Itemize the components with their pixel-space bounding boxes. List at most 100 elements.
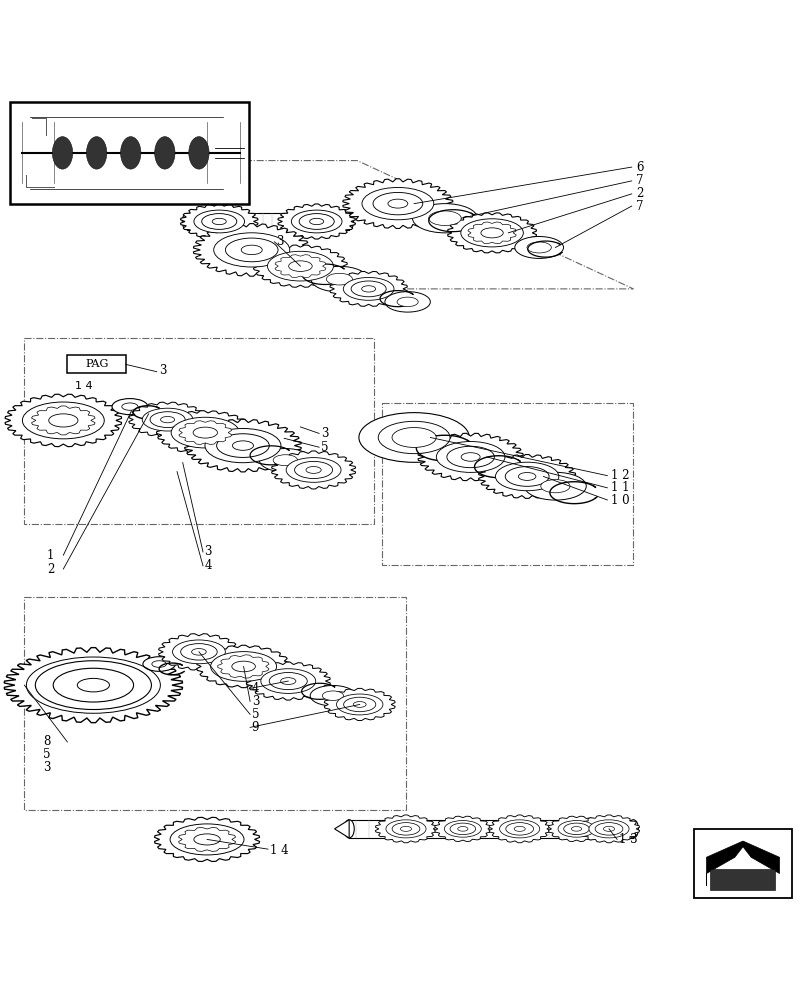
Ellipse shape: [388, 199, 407, 208]
Polygon shape: [324, 688, 395, 721]
Polygon shape: [196, 645, 290, 688]
Ellipse shape: [563, 823, 589, 835]
Ellipse shape: [603, 826, 614, 831]
Ellipse shape: [210, 652, 277, 681]
Text: 7: 7: [635, 174, 642, 187]
Ellipse shape: [326, 273, 352, 285]
Ellipse shape: [294, 461, 333, 479]
Text: 2: 2: [635, 187, 642, 200]
Ellipse shape: [193, 427, 217, 438]
Polygon shape: [158, 634, 239, 670]
Ellipse shape: [344, 820, 354, 838]
Polygon shape: [349, 820, 633, 838]
Text: 6: 6: [635, 161, 642, 174]
Polygon shape: [342, 179, 453, 228]
Ellipse shape: [23, 402, 104, 439]
Ellipse shape: [152, 661, 166, 667]
Ellipse shape: [412, 204, 477, 233]
Ellipse shape: [180, 644, 217, 660]
Ellipse shape: [513, 826, 525, 831]
Text: 1 0: 1 0: [610, 493, 629, 506]
Polygon shape: [184, 419, 301, 472]
Text: 5: 5: [251, 708, 259, 721]
Ellipse shape: [120, 137, 140, 169]
Ellipse shape: [505, 823, 533, 835]
Ellipse shape: [204, 428, 281, 463]
Ellipse shape: [54, 668, 133, 702]
Ellipse shape: [241, 245, 262, 255]
Polygon shape: [418, 433, 522, 481]
Ellipse shape: [212, 218, 226, 225]
Ellipse shape: [461, 453, 479, 461]
Polygon shape: [710, 869, 775, 890]
Text: 2: 2: [47, 563, 54, 576]
Text: PAG: PAG: [85, 359, 108, 369]
Ellipse shape: [112, 399, 148, 415]
Text: 1 4: 1 4: [269, 844, 288, 857]
Ellipse shape: [36, 661, 152, 710]
Polygon shape: [434, 816, 491, 842]
Polygon shape: [154, 817, 260, 861]
Text: 4: 4: [204, 559, 212, 572]
Ellipse shape: [191, 649, 206, 655]
Ellipse shape: [298, 214, 334, 229]
Bar: [10, 102, 249, 204]
Ellipse shape: [571, 827, 581, 831]
Ellipse shape: [182, 213, 191, 230]
Polygon shape: [277, 204, 355, 239]
Text: 4: 4: [251, 682, 259, 695]
Ellipse shape: [350, 281, 386, 297]
Ellipse shape: [540, 480, 569, 493]
Ellipse shape: [446, 446, 494, 468]
Polygon shape: [180, 204, 258, 239]
Ellipse shape: [171, 417, 239, 448]
Polygon shape: [271, 451, 355, 489]
Ellipse shape: [457, 827, 467, 831]
Ellipse shape: [291, 210, 341, 233]
Ellipse shape: [172, 640, 225, 664]
Ellipse shape: [384, 292, 430, 312]
Polygon shape: [217, 655, 268, 678]
Ellipse shape: [260, 669, 315, 693]
Polygon shape: [193, 224, 310, 276]
Ellipse shape: [400, 826, 411, 831]
Polygon shape: [129, 402, 206, 437]
Ellipse shape: [628, 820, 637, 838]
Ellipse shape: [322, 691, 343, 700]
Ellipse shape: [588, 820, 629, 838]
Text: 1: 1: [47, 549, 54, 562]
Ellipse shape: [362, 187, 433, 220]
Ellipse shape: [361, 286, 375, 292]
Polygon shape: [157, 411, 254, 455]
Polygon shape: [577, 815, 639, 843]
Text: 9: 9: [251, 721, 259, 734]
Polygon shape: [246, 662, 330, 700]
Ellipse shape: [524, 472, 586, 500]
Text: 3: 3: [204, 545, 212, 558]
Polygon shape: [4, 648, 182, 723]
Ellipse shape: [480, 228, 503, 238]
Ellipse shape: [504, 467, 548, 486]
Ellipse shape: [272, 455, 297, 466]
Ellipse shape: [517, 473, 535, 480]
Ellipse shape: [526, 242, 551, 253]
Ellipse shape: [161, 416, 174, 423]
Polygon shape: [447, 213, 536, 253]
Ellipse shape: [143, 657, 175, 671]
Ellipse shape: [343, 277, 393, 300]
Ellipse shape: [344, 213, 354, 230]
Ellipse shape: [259, 449, 311, 472]
Polygon shape: [275, 255, 325, 278]
Polygon shape: [253, 245, 347, 287]
Ellipse shape: [217, 434, 269, 457]
Ellipse shape: [269, 673, 307, 690]
Ellipse shape: [285, 458, 341, 482]
Polygon shape: [706, 841, 779, 886]
Polygon shape: [488, 815, 550, 843]
Ellipse shape: [594, 823, 622, 835]
Ellipse shape: [444, 821, 481, 837]
Ellipse shape: [353, 702, 366, 707]
Bar: [693, 829, 791, 898]
Ellipse shape: [311, 266, 367, 292]
Ellipse shape: [397, 297, 418, 307]
